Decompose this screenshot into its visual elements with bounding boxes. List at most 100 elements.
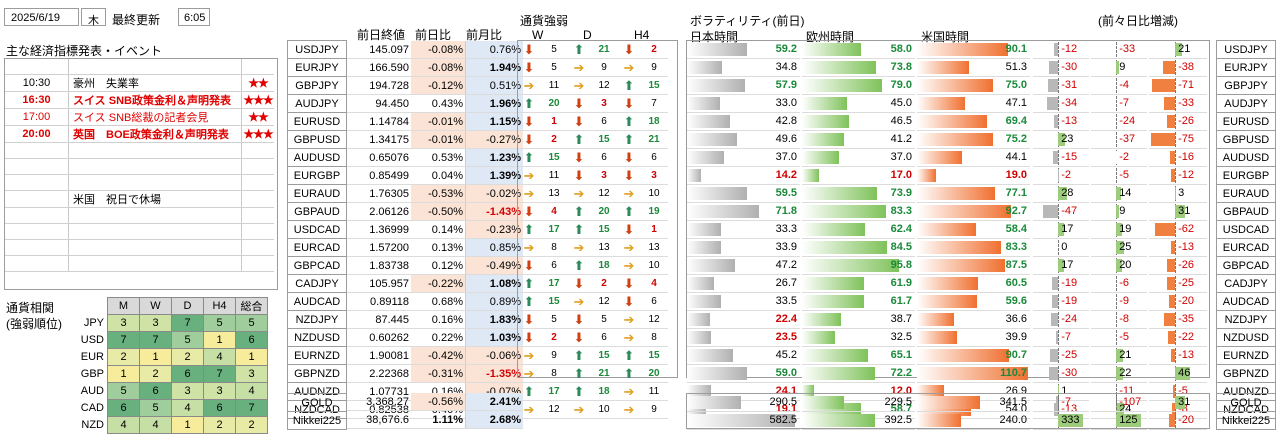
- diff-axis: [1116, 42, 1118, 57]
- diff-eu-bar: [1114, 277, 1117, 290]
- vol-eu-value: 38.7: [890, 313, 912, 325]
- vol-jp-value: 290.5: [769, 396, 797, 408]
- pair-name: AUDUSD: [287, 148, 347, 167]
- diff-axis: [1058, 96, 1060, 111]
- close-value: 0.65076: [347, 148, 411, 167]
- diff-jp-value: -30: [1061, 61, 1078, 73]
- diff-eu-value: 20: [1119, 259, 1132, 271]
- vol-jp-value: 49.6: [775, 133, 797, 145]
- vol-us-cell: 341.5: [917, 394, 1030, 412]
- corr-cell: 3: [139, 314, 172, 332]
- pair-name: USDCAD: [1216, 220, 1276, 239]
- event-stars: [241, 158, 274, 175]
- vol-row: 33.9 84.5 83.3 0 25 -13: [687, 239, 1209, 257]
- diff-axis: [1175, 258, 1177, 273]
- strength-d-rank: 2: [590, 274, 618, 293]
- diff-us-cell: -12: [1149, 167, 1207, 185]
- vol-eu-value: 32.5: [890, 331, 912, 343]
- vol-row: 582.5 392.5 240.0 333 125 -20: [687, 412, 1209, 430]
- pair-name: EURCAD: [1216, 238, 1276, 257]
- price-row: 1.36999 0.14% -0.23%: [347, 220, 523, 239]
- diff-axis: [1058, 348, 1060, 363]
- diff-jp-bar: [1048, 61, 1059, 74]
- strength-d-arrow-icon: ➔: [568, 58, 590, 77]
- vol-jp-bar: [687, 396, 741, 409]
- strength-w-rank: 2: [540, 130, 568, 149]
- vol-row: 33.5 61.7 59.6 -19 -9 -20: [687, 293, 1209, 311]
- vol-us-cell: 77.1: [917, 185, 1030, 203]
- diff-jp-value: -25: [1061, 349, 1078, 361]
- vol-row: 33.3 62.4 58.4 17 19 -62: [687, 221, 1209, 239]
- strength-row: ➔ 12 ➔ 10 ➔ 9: [518, 400, 668, 419]
- diff-axis: [1175, 96, 1177, 111]
- correlation-table: M W D H4 総合 JPY 3 3 7 5 5 USD 7 7 5 1 6 EUR 2 1 2 4 1 GBP 1 2 6 7 3…: [78, 297, 268, 434]
- event-stars: [241, 207, 274, 224]
- strength-h4-rank: 19: [640, 202, 668, 221]
- diff-us-bar: [1163, 313, 1176, 326]
- close-value: 166.590: [347, 58, 411, 77]
- vol-us-bar: [917, 277, 979, 290]
- vol-us-value: 36.6: [1005, 313, 1027, 325]
- diff-axis: [1175, 168, 1177, 183]
- diff-eu-bar: [1114, 169, 1117, 182]
- diff-us-cell: -33: [1149, 95, 1207, 113]
- pair-name: USDJPY: [287, 40, 347, 59]
- vol-us-bar: [917, 97, 965, 110]
- diff-us-value: -62: [1178, 223, 1194, 235]
- pair-name: GBPJPY: [287, 76, 347, 95]
- diff-jp-bar: [1054, 43, 1059, 56]
- close-value: 1.36999: [347, 220, 411, 239]
- diff-us-cell: 21: [1149, 41, 1207, 59]
- vol-row: 23.5 32.5 39.9 -7 -5 -22: [687, 329, 1209, 347]
- close-value: 3,368.27: [347, 393, 411, 411]
- event-time: 20:00: [5, 125, 69, 143]
- strength-h4-rank: 21: [640, 130, 668, 149]
- strength-d-arrow-icon: ⬇: [568, 328, 590, 347]
- strength-d-arrow-icon: ⬆: [568, 256, 590, 275]
- diff-us-bar: [1167, 331, 1176, 344]
- vol-us-value: 92.7: [1005, 205, 1027, 217]
- event-stars: [241, 174, 274, 191]
- vol-eu-cell: 84.5: [802, 239, 915, 257]
- vol-eu-value: 73.8: [890, 61, 912, 73]
- diff-jp-bar: [1054, 403, 1059, 416]
- event-text: スイス SNB政策金利＆声明発表: [68, 91, 242, 109]
- vol-row: 57.9 79.0 75.0 -31 -4 -71: [687, 77, 1209, 95]
- diff-jp-cell: -7: [1033, 329, 1089, 347]
- vol-us-bar: [917, 187, 995, 200]
- diff-jp-value: -2: [1061, 169, 1071, 181]
- price-row: 0.60262 0.22% 1.03%: [347, 328, 523, 347]
- vol-eu-bar: [802, 43, 861, 56]
- strength-h4-arrow-icon: ➔: [618, 184, 640, 203]
- diff-us-cell: -35: [1149, 311, 1207, 329]
- pair-name: AUDJPY: [1216, 94, 1276, 113]
- diff-us-cell: -20: [1149, 293, 1207, 311]
- close-value: 1.57200: [347, 238, 411, 257]
- day-change: 0.04%: [411, 166, 466, 185]
- diff-jp-cell: -25: [1033, 347, 1089, 365]
- diff-jp-value: -24: [1061, 313, 1078, 325]
- diff-jp-value: 1: [1061, 385, 1068, 397]
- vol-jp-cell: 59.2: [687, 41, 800, 59]
- close-value: 0.89118: [347, 292, 411, 311]
- pair-name: AUDCAD: [1216, 292, 1276, 311]
- diff-us-bar: [1154, 223, 1176, 236]
- vol-eu-cell: 58.0: [802, 41, 915, 59]
- strength-h4-arrow-icon: ➔: [618, 256, 640, 275]
- diff-eu-value: 9: [1119, 61, 1126, 73]
- strength-d-rank: 15: [590, 130, 618, 149]
- event-row: 17:00 スイス SNB総裁の記者会見 ★★: [5, 108, 274, 126]
- diff-us-value: -8: [1178, 403, 1188, 415]
- price-row: 194.728 -0.12% 0.51%: [347, 76, 523, 95]
- diff-axis: [1175, 294, 1177, 309]
- strength-d: D: [583, 28, 592, 42]
- pair-name: AUDUSD: [1216, 148, 1276, 167]
- close-value: 105.957: [347, 274, 411, 293]
- extra-price-table: 3,368.27 -0.56% 2.41% 38,676.6 1.11% 2.68%: [347, 393, 523, 429]
- vol-row: 34.8 73.8 51.3 -30 9 -38: [687, 59, 1209, 77]
- strength-d-rank: 13: [590, 238, 618, 257]
- corr-cell: 2: [171, 348, 204, 366]
- diff-axis: [1175, 413, 1177, 428]
- vol-eu-bar: [802, 223, 865, 236]
- close-value: 145.097: [347, 41, 411, 59]
